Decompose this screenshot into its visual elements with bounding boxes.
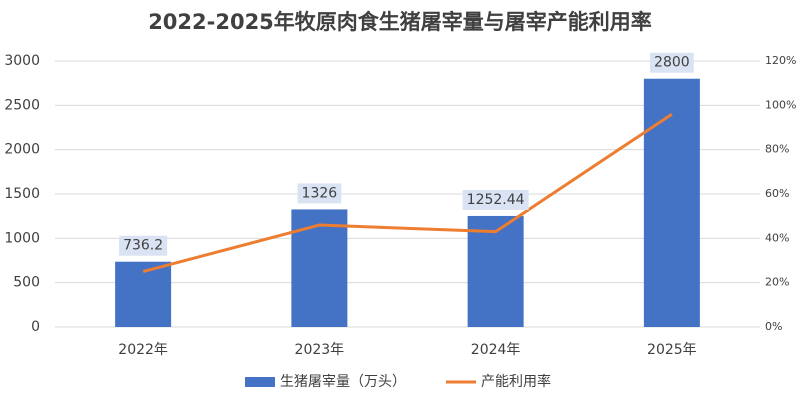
data-label-bg (462, 189, 529, 210)
x-tick-label: 2022年 (118, 342, 168, 358)
bar (467, 215, 524, 327)
y-tick-label: 1500 (4, 186, 40, 202)
chart-title: 2022-2025年牧原肉食生猪屠宰量与屠宰产能利用率 (148, 10, 652, 34)
x-tick-label: 2024年 (471, 342, 521, 358)
bar (115, 261, 172, 327)
y-tick-label: 1000 (4, 230, 40, 246)
data-label-bg (119, 235, 168, 256)
bar (643, 78, 700, 327)
y2-tick-label: 60% (765, 187, 789, 200)
data-label: 1252.44 (467, 192, 525, 208)
y2-tick-label: 0% (765, 320, 782, 333)
data-label-bg (297, 183, 342, 204)
y-tick-label: 2500 (4, 97, 40, 113)
y2-tick-label: 80% (765, 143, 789, 156)
y2-tick-label: 100% (765, 98, 796, 111)
y-tick-label: 2000 (4, 142, 40, 158)
y-tick-label: 0 (31, 319, 40, 335)
data-label: 736.2 (123, 238, 163, 254)
y2-tick-label: 20% (765, 276, 789, 289)
legend-label: 产能利用率 (481, 373, 551, 390)
y2-tick-label: 120% (765, 54, 796, 67)
x-tick-label: 2023年 (295, 342, 345, 358)
legend-swatch (245, 377, 275, 387)
y-tick-label: 3000 (4, 53, 40, 69)
legend-label: 生猪屠宰量（万头） (280, 374, 406, 390)
data-label: 2800 (654, 55, 690, 71)
data-label: 1326 (302, 185, 338, 201)
y-tick-label: 500 (13, 275, 40, 291)
data-label-bg (650, 52, 694, 73)
y2-tick-label: 40% (765, 231, 789, 244)
line (142, 112, 673, 274)
x-tick-label: 2025年 (647, 342, 697, 358)
